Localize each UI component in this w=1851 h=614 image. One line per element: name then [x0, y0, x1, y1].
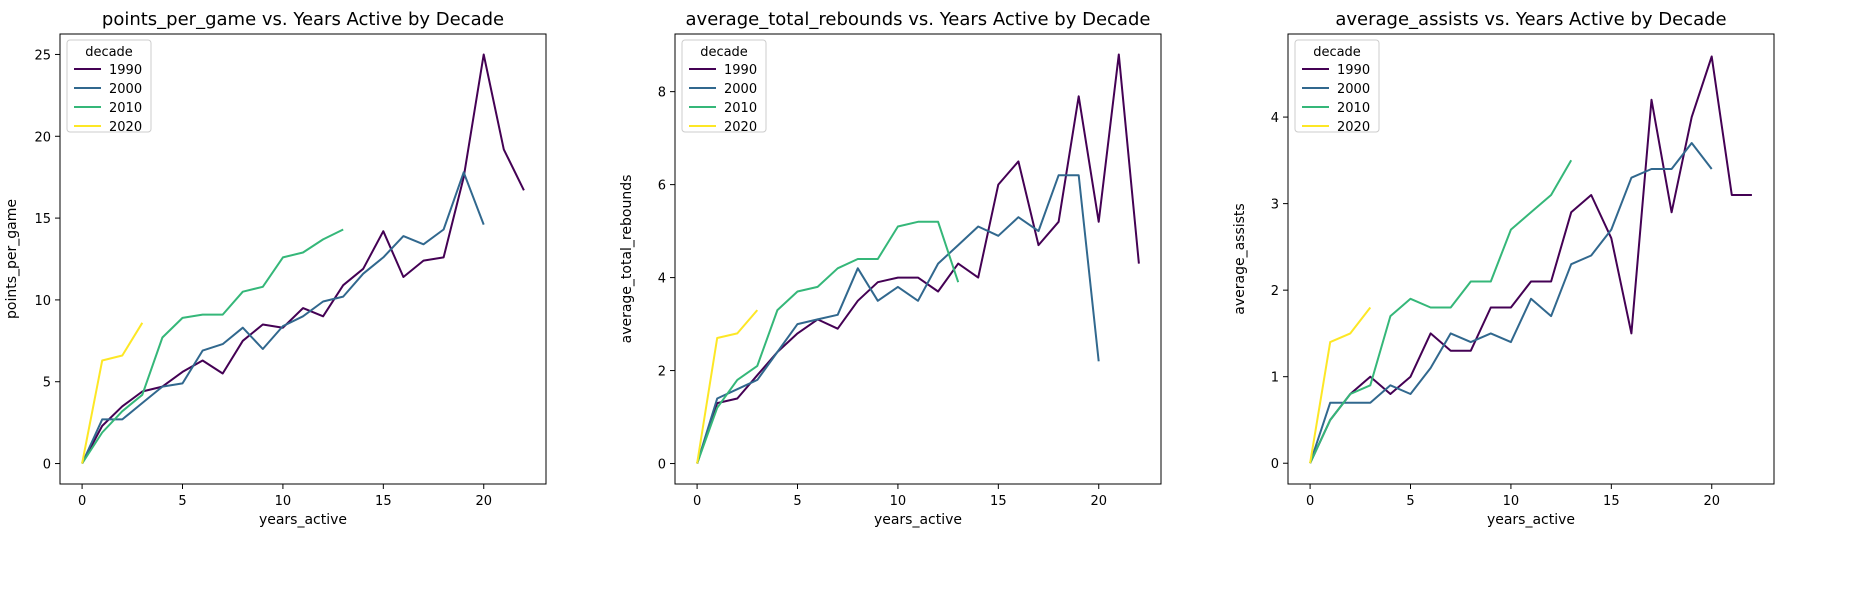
x-tick-label: 15	[375, 494, 392, 509]
y-axis-label: points_per_game	[4, 199, 20, 319]
y-tick-label: 20	[34, 130, 51, 145]
legend-label-2020: 2020	[1337, 120, 1370, 135]
legend-label-2020: 2020	[109, 120, 142, 135]
y-tick-label: 5	[43, 376, 51, 391]
axes-frame	[59, 33, 547, 485]
y-tick-label: 6	[658, 179, 666, 194]
x-tick-label: 20	[475, 494, 492, 509]
chart-panel-2: average_total_rebounds vs. Years Active …	[619, 9, 1162, 528]
x-tick-label: 20	[1703, 494, 1720, 509]
chart-title: average_assists vs. Years Active by Deca…	[1335, 9, 1726, 30]
x-tick-label: 15	[1603, 494, 1620, 509]
x-tick-label: 0	[1306, 494, 1314, 509]
legend-label-2010: 2010	[109, 101, 142, 116]
legend-label-2000: 2000	[1337, 82, 1370, 97]
x-tick-label: 10	[890, 494, 907, 509]
x-axis-label: years_active	[874, 512, 962, 528]
y-tick-label: 3	[1271, 198, 1279, 213]
legend-box	[1294, 39, 1380, 133]
axes-frame	[674, 33, 1162, 485]
x-tick-label: 5	[1406, 494, 1414, 509]
y-axis-label: average_total_rebounds	[619, 175, 635, 344]
x-tick-label: 20	[1090, 494, 1107, 509]
legend-box	[66, 39, 152, 133]
legend-box	[681, 39, 767, 133]
series-line-2000	[696, 174, 1100, 464]
x-tick-label: 10	[1503, 494, 1520, 509]
y-tick-label: 4	[658, 272, 666, 287]
axes-frame	[1287, 33, 1775, 485]
chart-title: points_per_game vs. Years Active by Deca…	[102, 9, 504, 30]
chart-panel-1: points_per_game vs. Years Active by Deca…	[4, 9, 547, 528]
x-tick-label: 0	[693, 494, 701, 509]
chart-title: average_total_rebounds vs. Years Active …	[686, 9, 1151, 30]
x-tick-label: 0	[78, 494, 86, 509]
x-axis-label: years_active	[1487, 512, 1575, 528]
y-tick-label: 1	[1271, 371, 1279, 386]
series-line-2010	[81, 228, 344, 465]
y-tick-label: 8	[658, 86, 666, 101]
series-line-2000	[81, 171, 485, 464]
x-tick-label: 5	[793, 494, 801, 509]
y-tick-label: 2	[1271, 284, 1279, 299]
y-tick-label: 10	[34, 294, 51, 309]
legend-label-2000: 2000	[109, 82, 142, 97]
series-line-1990	[1309, 55, 1752, 464]
y-tick-label: 2	[658, 365, 666, 380]
series-line-2010	[1309, 159, 1573, 464]
series-line-2000	[1309, 142, 1713, 464]
legend-title: decade	[700, 45, 748, 60]
legend-label-1990: 1990	[724, 63, 757, 78]
series-line-2020	[696, 309, 759, 464]
legend-label-1990: 1990	[109, 63, 142, 78]
series-line-2010	[696, 220, 960, 464]
y-axis-label: average_assists	[1232, 203, 1248, 314]
y-tick-label: 0	[658, 458, 666, 473]
y-tick-label: 4	[1271, 111, 1279, 126]
series-line-2020	[81, 322, 144, 464]
legend-label-2020: 2020	[724, 120, 757, 135]
series-line-1990	[81, 53, 525, 464]
legend-label-1990: 1990	[1337, 63, 1370, 78]
y-tick-label: 15	[34, 212, 51, 227]
x-tick-label: 5	[178, 494, 186, 509]
legend-title: decade	[1313, 45, 1361, 60]
x-tick-label: 10	[275, 494, 292, 509]
legend-label-2000: 2000	[724, 82, 757, 97]
legend-title: decade	[85, 45, 133, 60]
x-tick-label: 15	[990, 494, 1007, 509]
y-tick-label: 0	[1271, 457, 1279, 472]
x-axis-label: years_active	[259, 512, 347, 528]
series-line-2020	[1309, 306, 1372, 464]
y-tick-label: 25	[34, 48, 51, 63]
y-tick-label: 0	[43, 458, 51, 473]
legend-label-2010: 2010	[1337, 101, 1370, 116]
legend-label-2010: 2010	[724, 101, 757, 116]
chart-panel-3: average_assists vs. Years Active by Deca…	[1232, 9, 1775, 528]
